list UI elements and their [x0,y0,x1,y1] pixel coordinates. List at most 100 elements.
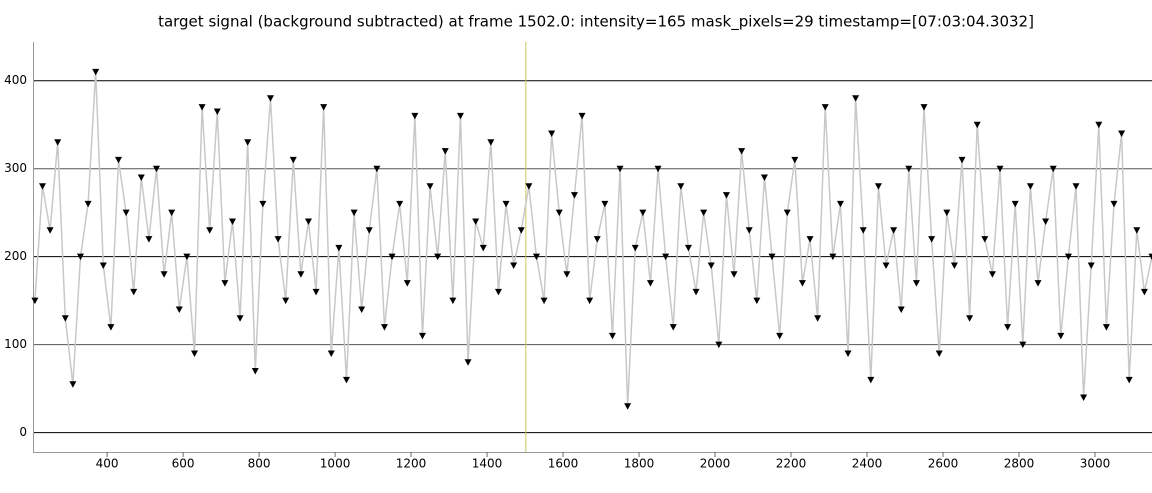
x-tick-label: 1600 [548,457,579,471]
marker [1042,218,1050,225]
marker [943,209,951,217]
y-tick-label: 300 [4,161,27,175]
marker [456,112,464,120]
marker [403,280,411,287]
marker [1034,280,1042,287]
marker [973,121,981,129]
marker [1140,288,1148,296]
marker [244,139,252,146]
marker [1148,253,1152,261]
marker [92,68,100,76]
y-tick-label: 400 [4,73,27,87]
y-tick-label: 0 [19,425,27,439]
marker [829,253,837,261]
marker [593,236,601,243]
marker [411,112,419,120]
marker [996,165,1004,173]
marker [1125,376,1133,384]
marker [730,271,738,278]
marker [905,165,913,173]
marker [418,332,426,340]
marker [221,280,229,287]
marker [616,165,624,173]
marker [897,306,905,313]
marker [958,156,966,164]
marker [988,271,996,278]
marker [768,253,776,261]
marker [1057,332,1065,340]
marker [1080,394,1088,401]
marker [251,368,259,375]
marker [396,200,404,208]
marker [107,324,115,331]
marker [563,271,571,278]
marker [365,227,373,234]
marker [525,183,533,190]
marker [882,262,890,269]
x-tick-label: 1800 [624,457,655,471]
marker [198,104,206,111]
marker [114,156,122,164]
marker [677,183,685,190]
marker [1087,262,1095,269]
marker [373,165,381,173]
marker [646,280,654,287]
marker [236,315,244,322]
marker [821,104,829,111]
marker [738,148,746,155]
marker [479,244,487,252]
marker [700,209,708,217]
marker [54,139,62,146]
marker [1064,253,1072,261]
x-tick-label: 3000 [1080,457,1111,471]
marker [532,253,540,261]
marker [342,376,350,384]
marker [327,350,335,357]
marker [608,332,616,340]
marker [190,350,198,357]
x-tick-label: 2600 [928,457,959,471]
marker [320,104,328,111]
y-tick-label: 200 [4,249,27,263]
marker [570,192,578,199]
marker [84,200,92,208]
marker [601,200,609,208]
marker [358,306,366,313]
marker [510,262,518,269]
marker [631,244,639,252]
marker [487,139,495,146]
x-tick-label: 2000 [700,457,731,471]
marker [586,297,594,305]
signal-line [34,71,1152,407]
marker [380,324,388,331]
marker [388,253,396,261]
marker [61,315,69,322]
marker [502,200,510,208]
marker [912,280,920,287]
marker [228,218,236,225]
marker [206,227,214,234]
x-tick-label: 2200 [776,457,807,471]
marker [1102,324,1110,331]
marker [160,271,168,278]
marker [950,262,958,269]
marker [449,297,457,305]
marker [692,288,700,296]
marker [722,192,730,199]
marker [935,350,943,357]
marker [1110,200,1118,208]
x-tick-label: 400 [96,457,119,471]
marker [517,227,525,234]
marker [776,332,784,340]
marker [707,262,715,269]
marker [1049,165,1057,173]
marker [874,183,882,190]
marker [472,218,480,225]
marker [266,95,274,102]
marker [715,341,723,349]
marker [814,315,822,322]
marker [434,253,442,261]
marker [753,297,761,305]
marker [304,218,312,225]
